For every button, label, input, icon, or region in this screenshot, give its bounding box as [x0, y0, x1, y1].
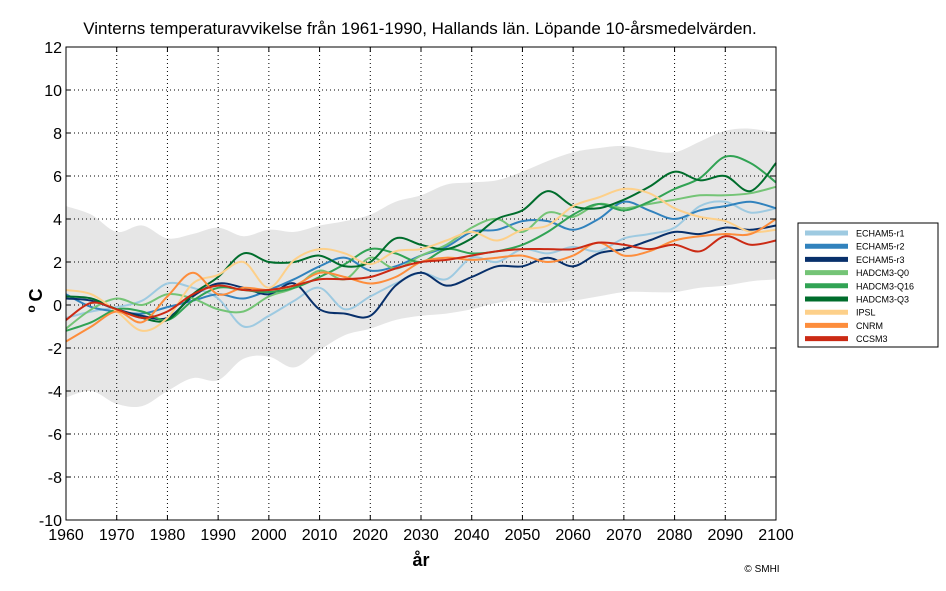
x-tick-label: 2070	[606, 527, 642, 544]
x-tick-label: 2040	[454, 527, 490, 544]
legend-label-hadcm3-q0: HADCM3-Q0	[856, 268, 909, 278]
x-axis-label: år	[412, 550, 429, 570]
x-tick-label: 2050	[505, 527, 541, 544]
series-layer	[65, 154, 777, 343]
y-tick-label: 12	[44, 40, 62, 57]
series-line-hadcm3-q0	[65, 185, 777, 330]
y-tick-label: 6	[53, 169, 62, 186]
y-tick-label: 2	[53, 255, 62, 272]
y-tick-label: 0	[53, 298, 62, 315]
series-line-hadcm3-q3	[65, 162, 777, 323]
x-tick-label: 2080	[657, 527, 693, 544]
y-tick-label: -4	[48, 384, 62, 401]
y-tick-label: -10	[39, 513, 62, 530]
y-tick-label: 8	[53, 126, 62, 143]
y-axis-label-unit: C	[26, 289, 46, 302]
y-tick-label: 4	[53, 212, 62, 229]
y-axis-label-degree: o	[24, 305, 38, 312]
x-tick-label: 2090	[707, 527, 743, 544]
legend-label-echam5-r1: ECHAM5-r1	[856, 229, 905, 239]
x-tick-label: 1960	[48, 527, 84, 544]
x-tick-label: 1990	[200, 527, 236, 544]
x-tick-label: 1980	[150, 527, 186, 544]
y-axis-label: o C	[24, 289, 46, 313]
y-tick-label: -6	[48, 427, 62, 444]
legend-label-echam5-r2: ECHAM5-r2	[856, 242, 905, 252]
legend-label-hadcm3-q16: HADCM3-Q16	[856, 281, 914, 291]
series-line-ccsm3	[65, 235, 777, 321]
x-tick-label: 2000	[251, 527, 287, 544]
legend-label-echam5-r3: ECHAM5-r3	[856, 255, 905, 265]
x-tick-label: 1970	[99, 527, 135, 544]
legend-label-ccsm3: CCSM3	[856, 334, 888, 344]
legend: ECHAM5-r1 ECHAM5-r2 ECHAM5-r3 HADCM3-Q0 HADC…	[797, 222, 939, 348]
copyright-text: © SMHI	[744, 564, 779, 575]
legend-label-cnrm: CNRM	[856, 321, 883, 331]
x-tick-label: 2020	[352, 527, 388, 544]
x-tick-label: 2100	[758, 527, 794, 544]
y-tick-label: -8	[48, 470, 62, 487]
y-tick-label: 10	[44, 83, 62, 100]
x-tick-label: 2010	[302, 527, 338, 544]
chart-title: Vinterns temperaturavvikelse från 1961-1…	[83, 19, 756, 38]
series-line-ipsl	[65, 187, 777, 332]
y-tick-label: -2	[48, 341, 62, 358]
x-tick-label: 2030	[403, 527, 439, 544]
x-tick-label: 2060	[555, 527, 591, 544]
legend-label-ipsl: IPSL	[856, 308, 876, 318]
legend-label-hadcm3-q3: HADCM3-Q3	[856, 295, 909, 305]
tick-layer: 1960 1970 1980 1990 2000 2010 2020 2030 2040 2050…	[39, 40, 794, 544]
